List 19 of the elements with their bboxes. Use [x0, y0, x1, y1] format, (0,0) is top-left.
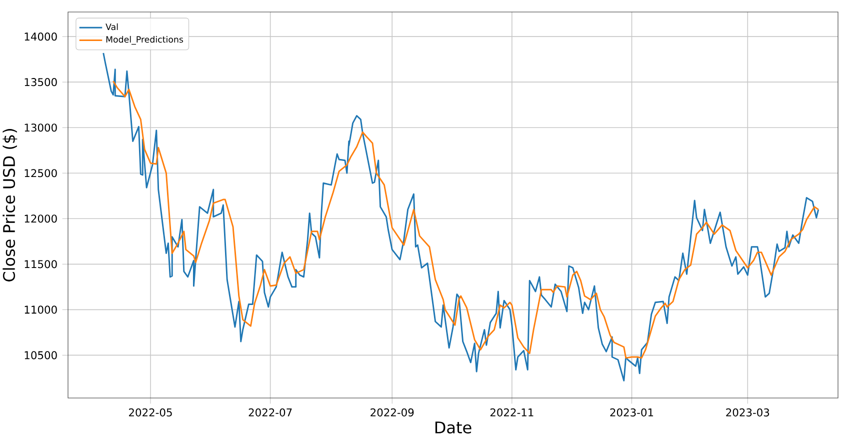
- y-tick-label: 13500: [24, 78, 57, 86]
- y-tick-label: 13000: [24, 124, 57, 132]
- y-tick-label: 12500: [24, 169, 57, 178]
- legend-label: Val: [106, 23, 118, 30]
- legend-label: Model_Predictions: [106, 36, 184, 45]
- y-tick-label: 11000: [24, 306, 57, 314]
- x-tick-label: 2022-07: [248, 408, 292, 416]
- x-tick-label: 2022-09: [370, 408, 414, 416]
- x-tick-label: 2022-05: [128, 408, 172, 416]
- line-series: [112, 80, 820, 359]
- y-tick-label: 10500: [24, 351, 57, 360]
- x-tick-label: 2023-01: [610, 408, 654, 416]
- x-tick-label: 2023-03: [726, 408, 770, 416]
- y-tick-label: 14000: [24, 32, 57, 41]
- x-tick-label: 2022-11: [490, 408, 534, 416]
- y-tick-label: 12000: [24, 214, 57, 223]
- y-axis-title: Close Price USD ($): [2, 129, 18, 282]
- y-tick-label: 11500: [24, 260, 57, 268]
- x-axis-title: Date: [435, 422, 472, 434]
